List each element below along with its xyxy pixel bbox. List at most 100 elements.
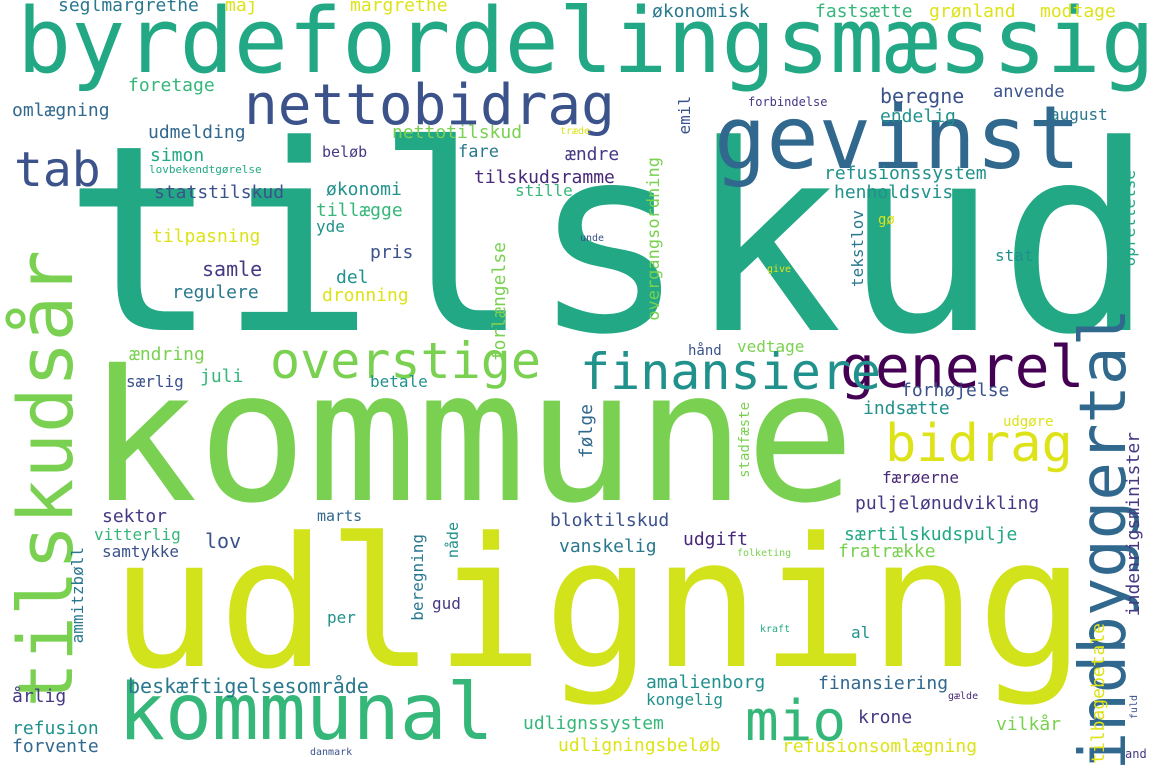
word-gaelde: gælde bbox=[948, 691, 979, 702]
word-byrdefordelingsmaessig: byrdefordelingsmæssig bbox=[17, 0, 1155, 94]
word-beregne: beregne bbox=[880, 84, 965, 108]
word-overgangsordning: overgangsordning bbox=[644, 157, 664, 321]
word-per: per bbox=[327, 608, 356, 627]
word-saerlig: særlig bbox=[126, 372, 184, 391]
word-kommune: kommune bbox=[88, 331, 856, 543]
word-samtykke: samtykke bbox=[102, 542, 180, 561]
word-stille: stille bbox=[515, 181, 573, 200]
word-omlaegning: omlægning bbox=[12, 100, 110, 121]
word-henholdsvis: henholdsvis bbox=[834, 182, 954, 203]
word-udmelding: udmelding bbox=[148, 122, 246, 143]
word-amalienborg: amalienborg bbox=[646, 672, 766, 693]
word-maj: maj bbox=[225, 0, 258, 16]
word-tilbagebetale: tilbagebetale bbox=[1088, 623, 1109, 764]
word-forvente: forvente bbox=[12, 736, 99, 757]
word-beregning: beregning bbox=[408, 534, 427, 621]
word-aarlig: årlig bbox=[12, 686, 67, 707]
word-anvende: anvende bbox=[993, 82, 1065, 102]
word-lovbekendtgoerelse: lovbekendtgørelse bbox=[149, 163, 262, 176]
word-nettobidrag: nettobidrag bbox=[244, 73, 615, 138]
word-forhoejelse: forhøjelse bbox=[901, 380, 1010, 401]
word-generel: generel bbox=[840, 333, 1085, 401]
word-udlignssystem: udlignssystem bbox=[523, 713, 664, 734]
word-kommunal: kommunal bbox=[118, 668, 494, 758]
word-tilskudsramme: tilskudsramme bbox=[474, 167, 615, 188]
word-marts: marts bbox=[317, 507, 363, 525]
word-refusionssystem: refusionssystem bbox=[824, 163, 987, 184]
word-mio: mio bbox=[745, 689, 847, 754]
word-folketing: folketing bbox=[737, 548, 792, 559]
word-danmark: danmark bbox=[310, 747, 353, 758]
word-traede: træde bbox=[560, 126, 591, 137]
word-endelig: endelig bbox=[880, 106, 956, 127]
word-indsaette: indsætte bbox=[863, 398, 950, 419]
word-tilskud: tilskud bbox=[63, 91, 1155, 392]
word-indenrigsminister: indenrigsminister bbox=[1123, 432, 1144, 617]
word-groenland: grønland bbox=[929, 1, 1016, 22]
word-tab: tab bbox=[14, 142, 101, 198]
word-simon: simon bbox=[150, 145, 205, 166]
word-fratraekke: fratrække bbox=[838, 541, 936, 562]
word-refusionsomlaegning: refusionsomlægning bbox=[782, 736, 978, 757]
word-betale: betale bbox=[370, 372, 428, 391]
word-emil: emil bbox=[675, 96, 694, 135]
word-juli: juli bbox=[200, 366, 244, 387]
word-fuld: fuld bbox=[1129, 695, 1140, 720]
word-bidrag: bidrag bbox=[885, 414, 1073, 474]
word-del: del bbox=[336, 267, 369, 288]
word-aendring: ændring bbox=[129, 344, 205, 365]
word-udligning: udligning bbox=[110, 500, 1086, 709]
word-dronning: dronning bbox=[322, 285, 409, 306]
word-nettotilskud: nettotilskud bbox=[392, 122, 523, 143]
word-lov: lov bbox=[205, 529, 242, 553]
word-fastsaette: fastsætte bbox=[815, 1, 913, 22]
word-august: august bbox=[1050, 105, 1108, 124]
word-vedtage: vedtage bbox=[737, 337, 805, 356]
word-regulere: regulere bbox=[172, 282, 259, 303]
word-foretage: foretage bbox=[128, 75, 215, 96]
word-oekonomi: økonomi bbox=[326, 179, 402, 200]
word-seglmargrethe: seglmargrethe bbox=[58, 0, 199, 16]
word-fare: fare bbox=[458, 142, 499, 162]
word-naade: nåde bbox=[444, 522, 462, 559]
word-faeroeerne: færøerne bbox=[882, 468, 960, 487]
word-oprettelse: oprettelse bbox=[1120, 170, 1139, 267]
word-kraft: kraft bbox=[760, 624, 791, 635]
word-vanskelig: vanskelig bbox=[559, 536, 657, 557]
word-gevinst: gevinst bbox=[714, 87, 1081, 189]
word-and: and bbox=[1125, 747, 1147, 761]
word-modtage: modtage bbox=[1040, 1, 1116, 22]
word-udligningsbeloeb: udligningsbeløb bbox=[558, 735, 721, 756]
word-stadfaeste: stadfæste bbox=[737, 402, 753, 478]
word-vilkaar: vilkår bbox=[996, 714, 1062, 735]
word-finansiering: finansiering bbox=[818, 673, 949, 694]
word-margrethe: margrethe bbox=[350, 0, 448, 16]
word-give: give bbox=[767, 264, 792, 275]
word-saertilskudspulje: særtilskudspulje bbox=[844, 524, 1018, 545]
word-yde: yde bbox=[316, 217, 345, 236]
word-sektor: sektor bbox=[102, 506, 168, 527]
word-foelge: følge bbox=[576, 404, 597, 459]
word-beskaeftigelsesomraade: beskæftigelsesområde bbox=[128, 674, 369, 698]
word-pris: pris bbox=[370, 242, 414, 263]
word-statstilskud: statstilskud bbox=[154, 182, 285, 203]
word-al: al bbox=[851, 623, 871, 642]
word-tilpasning: tilpasning bbox=[152, 226, 261, 247]
word-aendre: ændre bbox=[565, 144, 620, 165]
word-refusion: refusion bbox=[12, 718, 99, 739]
word-krone: krone bbox=[858, 707, 913, 728]
word-vitterlig: vitterlig bbox=[94, 525, 181, 544]
word-forlaengelse: forlængelse bbox=[489, 242, 510, 362]
word-bloktilskud: bloktilskud bbox=[550, 510, 670, 531]
word-samle: samle bbox=[202, 257, 263, 281]
word-kongelig: kongelig bbox=[646, 690, 724, 709]
word-puljeloenudvikling: puljelønudvikling bbox=[855, 493, 1040, 514]
word-ammitzboell: ammitzbøll bbox=[68, 547, 87, 644]
word-forbindelse: forbindelse bbox=[748, 95, 828, 109]
word-haand: hånd bbox=[688, 343, 722, 359]
word-tekstlov: tekstlov bbox=[848, 210, 867, 288]
word-overstige: overstige bbox=[270, 332, 541, 390]
word-finansiere: finansiere bbox=[580, 343, 882, 401]
word-unde: unde bbox=[580, 233, 605, 244]
